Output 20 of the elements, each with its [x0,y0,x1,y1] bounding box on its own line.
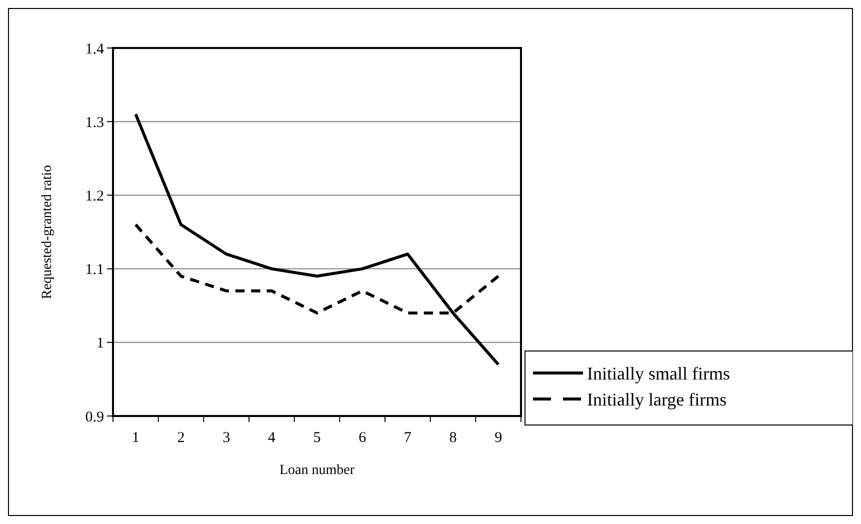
x-axis-title: Loan number [279,463,355,478]
line-series [134,112,500,366]
x-tick-label: 4 [268,430,276,446]
x-tick-label: 3 [222,430,230,446]
y-tick-label: 1.3 [85,114,104,131]
legend-label: Initially small firms [587,363,730,384]
x-tick-label: 7 [404,430,412,446]
y-tick-label: 1 [96,336,104,352]
y-tick-label: 1.2 [85,188,104,204]
y-tick-label: 1.4 [85,41,104,58]
x-tick-label: 5 [313,430,321,446]
x-tick-label: 8 [449,430,457,446]
y-tick-label: 1.1 [85,262,104,278]
x-tick-label: 6 [358,430,367,446]
x-tick-label: 9 [494,430,502,446]
y-tick-label: 0.9 [85,409,104,426]
y-axis-title: Requested-granted ratio [40,164,55,300]
x-tick-label: 1 [132,430,140,446]
legend-label: Initially large firms [587,389,727,410]
x-tick-label: 2 [177,430,185,446]
